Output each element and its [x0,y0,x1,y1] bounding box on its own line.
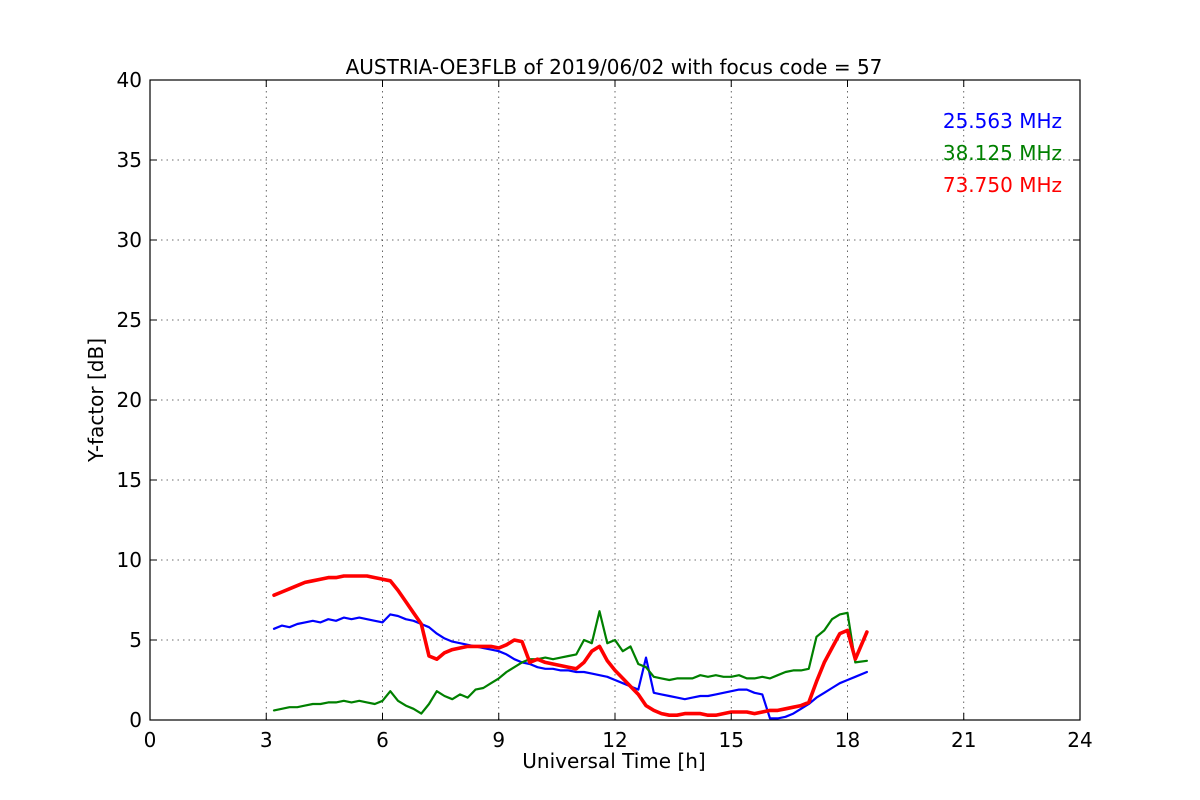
y-tick-label: 15 [117,468,142,492]
grid [150,80,1080,720]
series-line-3 [272,574,869,717]
x-tick-label: 18 [835,728,860,752]
legend-entry-3: 73.750 MHz [943,173,1062,197]
legend-entry-1: 25.563 MHz [943,109,1062,133]
ticks: 0 3 6 9 12 15 18 21 24 0 5 10 15 20 25 30 35 40 [117,68,1093,752]
x-tick-label: 15 [719,728,744,752]
x-tick-label: 9 [492,728,505,752]
y-tick-label: 35 [117,148,142,172]
legend: 25.563 MHz 38.125 MHz 73.750 MHz [943,109,1062,197]
x-tick-label: 0 [144,728,157,752]
y-tick-label: 0 [129,708,142,732]
x-tick-label: 12 [602,728,627,752]
y-tick-label: 25 [117,308,142,332]
x-tick-label: 3 [260,728,273,752]
y-tick-label: 30 [117,228,142,252]
x-tick-label: 24 [1067,728,1092,752]
series-line-1 [272,613,868,720]
x-tick-label: 6 [376,728,389,752]
y-tick-label: 20 [117,388,142,412]
y-tick-label: 10 [117,548,142,572]
x-tick-label: 21 [951,728,976,752]
legend-entry-2: 38.125 MHz [943,141,1062,165]
y-tick-label: 40 [117,68,142,92]
y-tick-label: 5 [129,628,142,652]
x-axis-label: Universal Time [h] [522,749,705,773]
series-layer [272,574,869,720]
chart-title: AUSTRIA-OE3FLB of 2019/06/02 with focus … [346,55,883,79]
series-line-2 [272,610,868,715]
y-axis-label: Y-factor [dB] [84,338,108,463]
